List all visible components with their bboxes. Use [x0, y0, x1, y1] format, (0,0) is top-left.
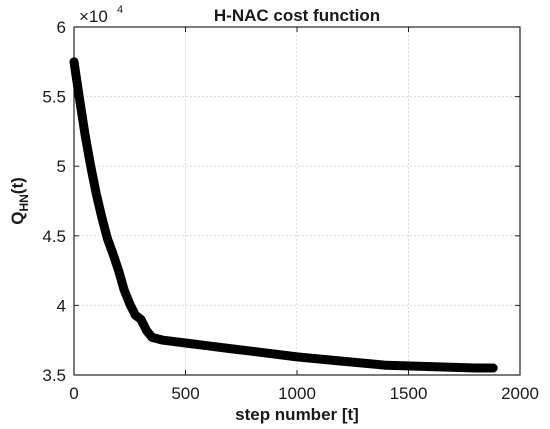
y-multiplier-exponent: 4 — [117, 4, 123, 16]
y-tick-label: 4.5 — [42, 227, 66, 246]
x-tick-label: 0 — [69, 384, 78, 403]
y-tick-label: 4 — [57, 296, 66, 315]
y-axis-label: QHN(t) — [8, 177, 31, 225]
chart-title: H-NAC cost function — [214, 6, 380, 25]
grid — [74, 27, 520, 375]
x-tick-label: 500 — [171, 384, 199, 403]
y-axis-label-main: Q — [8, 212, 27, 225]
series-line — [69, 57, 498, 373]
x-axis-label: step number [t] — [235, 405, 359, 424]
y-tick-label: 5.5 — [42, 88, 66, 107]
y-axis-label-sub: HN — [17, 194, 31, 211]
y-tick-label: 5 — [57, 157, 66, 176]
series-layer — [69, 57, 498, 373]
y-tick-label: 6 — [57, 18, 66, 37]
y-tick-label: 3.5 — [42, 366, 66, 385]
x-tick-label: 1500 — [390, 384, 428, 403]
tick-labels: 0 500 1000 1500 2000 3.5 4 4.5 5 5.5 6 — [42, 18, 539, 403]
x-tick-label: 1000 — [278, 384, 316, 403]
y-multiplier: ×10 — [79, 7, 108, 26]
y-axis-label-tail: (t) — [8, 177, 27, 194]
x-tick-label: 2000 — [501, 384, 539, 403]
